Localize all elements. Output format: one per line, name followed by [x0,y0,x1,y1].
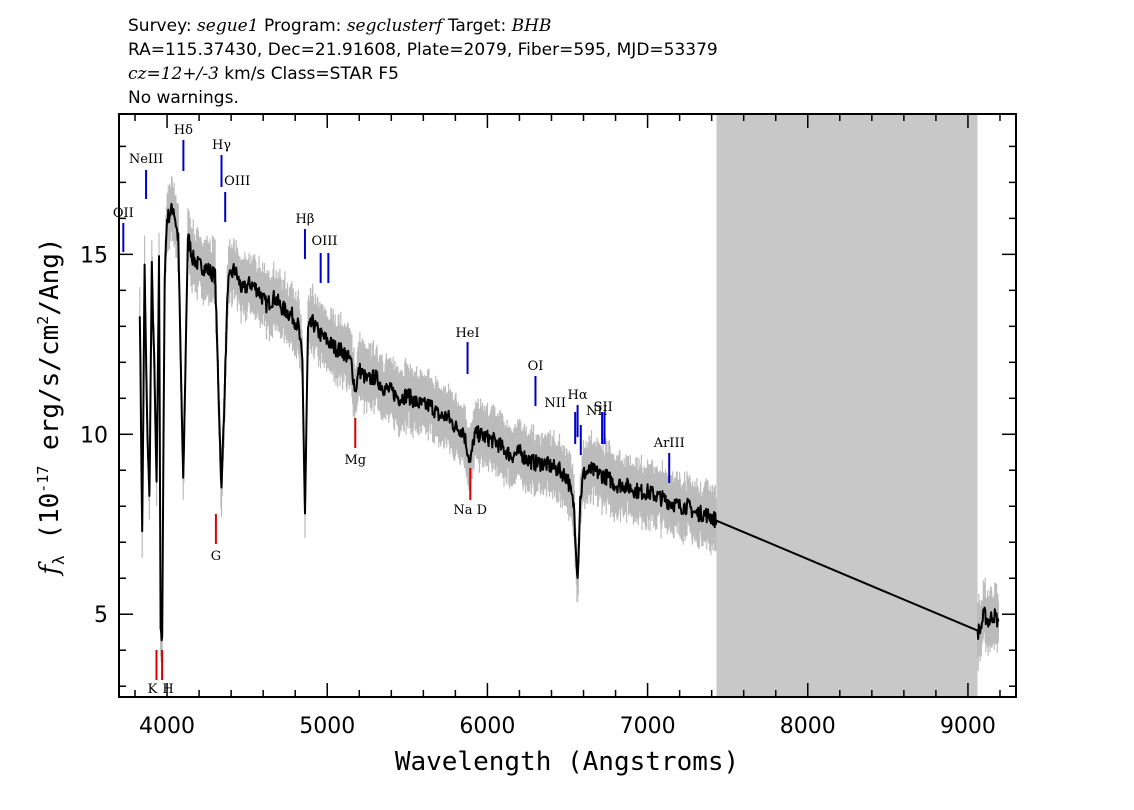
program-label: Program: [263,16,342,36]
emission-line-label: OIII [224,174,250,189]
y-axis-title: fλ (10-17 erg/s/cm2/Ang) [34,237,68,576]
emission-line-label: OIII [311,234,337,249]
emission-line-label: NII [544,396,566,411]
x-axis-title: Wavelength (Angstroms) [395,747,739,777]
header-line-2: RA=115.37430, Dec=21.91608, Plate=2079, … [128,40,718,60]
header-line-4: No warnings. [128,88,239,108]
x-tick-label: 5000 [299,714,355,739]
spectrum-series [138,202,1000,642]
class-text: km/s Class=STAR F5 [224,64,399,84]
target-value: BHB [511,16,552,36]
survey-label: Survey: [128,16,192,36]
masked-region [716,114,978,697]
emission-line-label: Hγ [212,138,231,153]
emission-line-label: OI [528,359,544,374]
header-line-1: Survey: segue1 Program: segclusterf Targ… [128,14,718,38]
emission-line-label: SII [594,400,613,415]
emission-line-label: Hβ [296,212,315,227]
y-tick-label: 5 [94,603,108,628]
absorption-line-label: Mg [344,453,366,468]
plot-frame [118,113,1017,698]
emission-line-label: Hα [568,388,588,403]
header-line-3: cz=12+/-3 km/s Class=STAR F5 [128,62,718,86]
survey-value: segue1 [197,16,259,36]
absorption-line-label: G [211,549,221,564]
absorption-line-label: Na D [453,503,487,518]
target-label: Target: [447,16,507,36]
emission-line-label: Hδ [174,123,193,138]
emission-line-label: NeIII [129,152,163,167]
x-tick-label: 4000 [139,714,195,739]
emission-line-label: HeI [455,326,479,341]
absorption-line-label: K [148,682,158,697]
x-tick-label: 9000 [940,714,996,739]
spectrum-header: Survey: segue1 Program: segclusterf Targ… [128,14,718,110]
spectrum-line [138,202,1000,642]
axis-ticks: 4000 5000 6000 7000 8000 9000 5 10 15 [80,114,1016,739]
y-tick-label: 15 [80,243,108,268]
x-tick-label: 7000 [620,714,676,739]
absorption-line-label: H [162,682,173,697]
emission-line-label: ArIII [653,436,685,451]
y-tick-label: 10 [80,423,108,448]
redshift-value: cz=12+/-3 [128,64,219,84]
program-value: segclusterf [346,16,443,36]
x-tick-label: 8000 [780,714,836,739]
x-tick-label: 6000 [459,714,515,739]
